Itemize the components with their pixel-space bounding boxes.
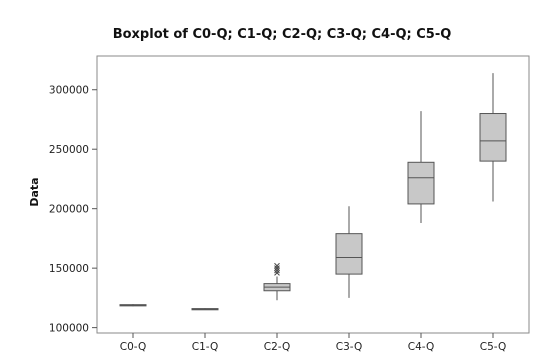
outlier-point bbox=[274, 267, 280, 274]
y-tick-label: 100000 bbox=[49, 323, 89, 335]
chart-title: Boxplot of C0-Q; C1-Q; C2-Q; C3-Q; C4-Q;… bbox=[113, 27, 452, 42]
box-c4-q bbox=[407, 161, 435, 205]
y-tick-label: 150000 bbox=[49, 263, 89, 275]
x-tick-label: C4-Q bbox=[408, 341, 434, 353]
box-c3-q bbox=[335, 233, 363, 275]
plot-area bbox=[96, 55, 530, 334]
box-c5-q bbox=[479, 113, 507, 162]
chart-marks: 100000 150000 200000 250000 300000 C0-Q C1-Q C2… bbox=[49, 73, 507, 353]
x-tick-label: C5-Q bbox=[480, 341, 506, 353]
y-tick-label: 250000 bbox=[49, 144, 89, 156]
outlier-point bbox=[274, 262, 280, 269]
x-tick-label: C0-Q bbox=[120, 341, 146, 353]
outlier-point bbox=[274, 270, 280, 276]
y-tick-label: 200000 bbox=[49, 204, 89, 216]
outlier-point bbox=[274, 265, 280, 272]
y-axis-label: Data bbox=[28, 177, 41, 206]
x-tick-label: C3-Q bbox=[336, 341, 362, 353]
x-tick-label: C1-Q bbox=[192, 341, 218, 353]
x-tick-label: C2-Q bbox=[264, 341, 290, 353]
y-tick-label: 300000 bbox=[49, 85, 89, 97]
